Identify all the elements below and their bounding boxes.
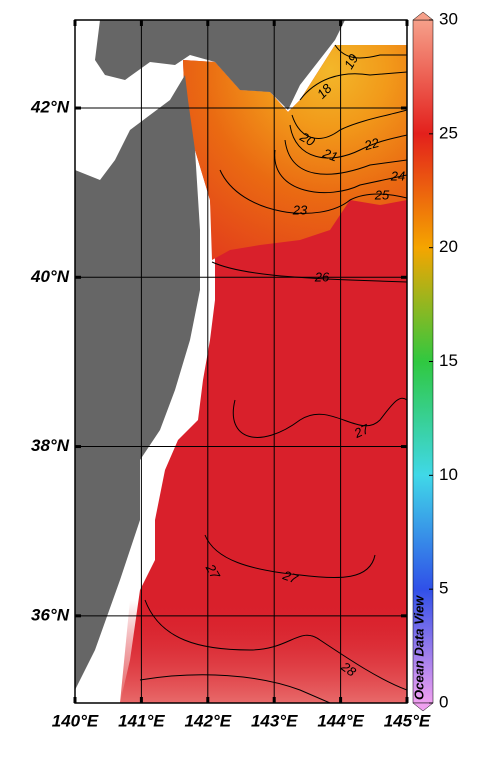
x-tick-label: 142°E bbox=[185, 711, 232, 730]
x-tick-label: 145°E bbox=[384, 711, 431, 730]
contour bbox=[144, 599, 407, 691]
contour-label: 23 bbox=[292, 202, 308, 217]
contour-label: 27 bbox=[351, 421, 372, 441]
colorbar-tick-label: 30 bbox=[439, 9, 458, 28]
contour-label: 21 bbox=[320, 145, 340, 164]
contour bbox=[291, 109, 407, 139]
frame bbox=[74, 19, 408, 704]
x-tick-label: 141°E bbox=[118, 711, 165, 730]
contour-label: 27 bbox=[202, 561, 223, 583]
colorbar-tick-label: 0 bbox=[439, 692, 448, 711]
y-tick-label: 42°N bbox=[30, 98, 70, 117]
x-tick-label: 140°E bbox=[52, 711, 99, 730]
colorbar-arrow bbox=[412, 11, 434, 21]
contour bbox=[284, 139, 407, 175]
colorbar-tick-label: 5 bbox=[439, 579, 448, 598]
x-tick-label: 143°E bbox=[251, 711, 298, 730]
land bbox=[75, 75, 200, 690]
y-tick-label: 36°N bbox=[31, 605, 70, 624]
contour-label: 22 bbox=[362, 135, 382, 154]
contour-label: 27 bbox=[280, 567, 300, 587]
contour bbox=[204, 534, 376, 579]
colorbar: 0 5 10 15 20 25 30 bbox=[412, 9, 458, 712]
contour bbox=[211, 261, 407, 283]
contour bbox=[289, 124, 407, 159]
axes: 140°E 141°E 142°E 143°E 144°E 145°E 36°N 38°N 40… bbox=[30, 20, 431, 730]
contour bbox=[219, 169, 407, 214]
x-tick-label: 144°E bbox=[317, 711, 364, 730]
colorbar-tick-label: 15 bbox=[439, 351, 458, 370]
contour bbox=[139, 674, 331, 703]
contour-label: 26 bbox=[314, 269, 330, 284]
grid bbox=[75, 20, 407, 703]
y-tick-label: 38°N bbox=[31, 436, 70, 455]
colorbar-arrow bbox=[412, 702, 434, 712]
land bbox=[95, 20, 345, 110]
contour-label: 20 bbox=[297, 128, 319, 149]
colorbar-tick-label: 25 bbox=[439, 123, 458, 142]
watermark: Ocean Data View bbox=[411, 595, 426, 700]
contours bbox=[139, 44, 407, 703]
south-region bbox=[120, 600, 407, 703]
y-tick-label: 40°N bbox=[30, 267, 70, 286]
contour bbox=[274, 149, 407, 194]
contour-label: 24 bbox=[390, 168, 405, 183]
warm-region bbox=[183, 45, 407, 260]
colorbar-tick-label: 20 bbox=[439, 237, 458, 256]
contour-label: 19 bbox=[341, 51, 361, 71]
colorbar-tick-label: 10 bbox=[439, 465, 458, 484]
contour-label: 25 bbox=[374, 187, 390, 202]
contour bbox=[232, 397, 407, 438]
contour bbox=[299, 71, 407, 101]
contour bbox=[334, 44, 407, 59]
